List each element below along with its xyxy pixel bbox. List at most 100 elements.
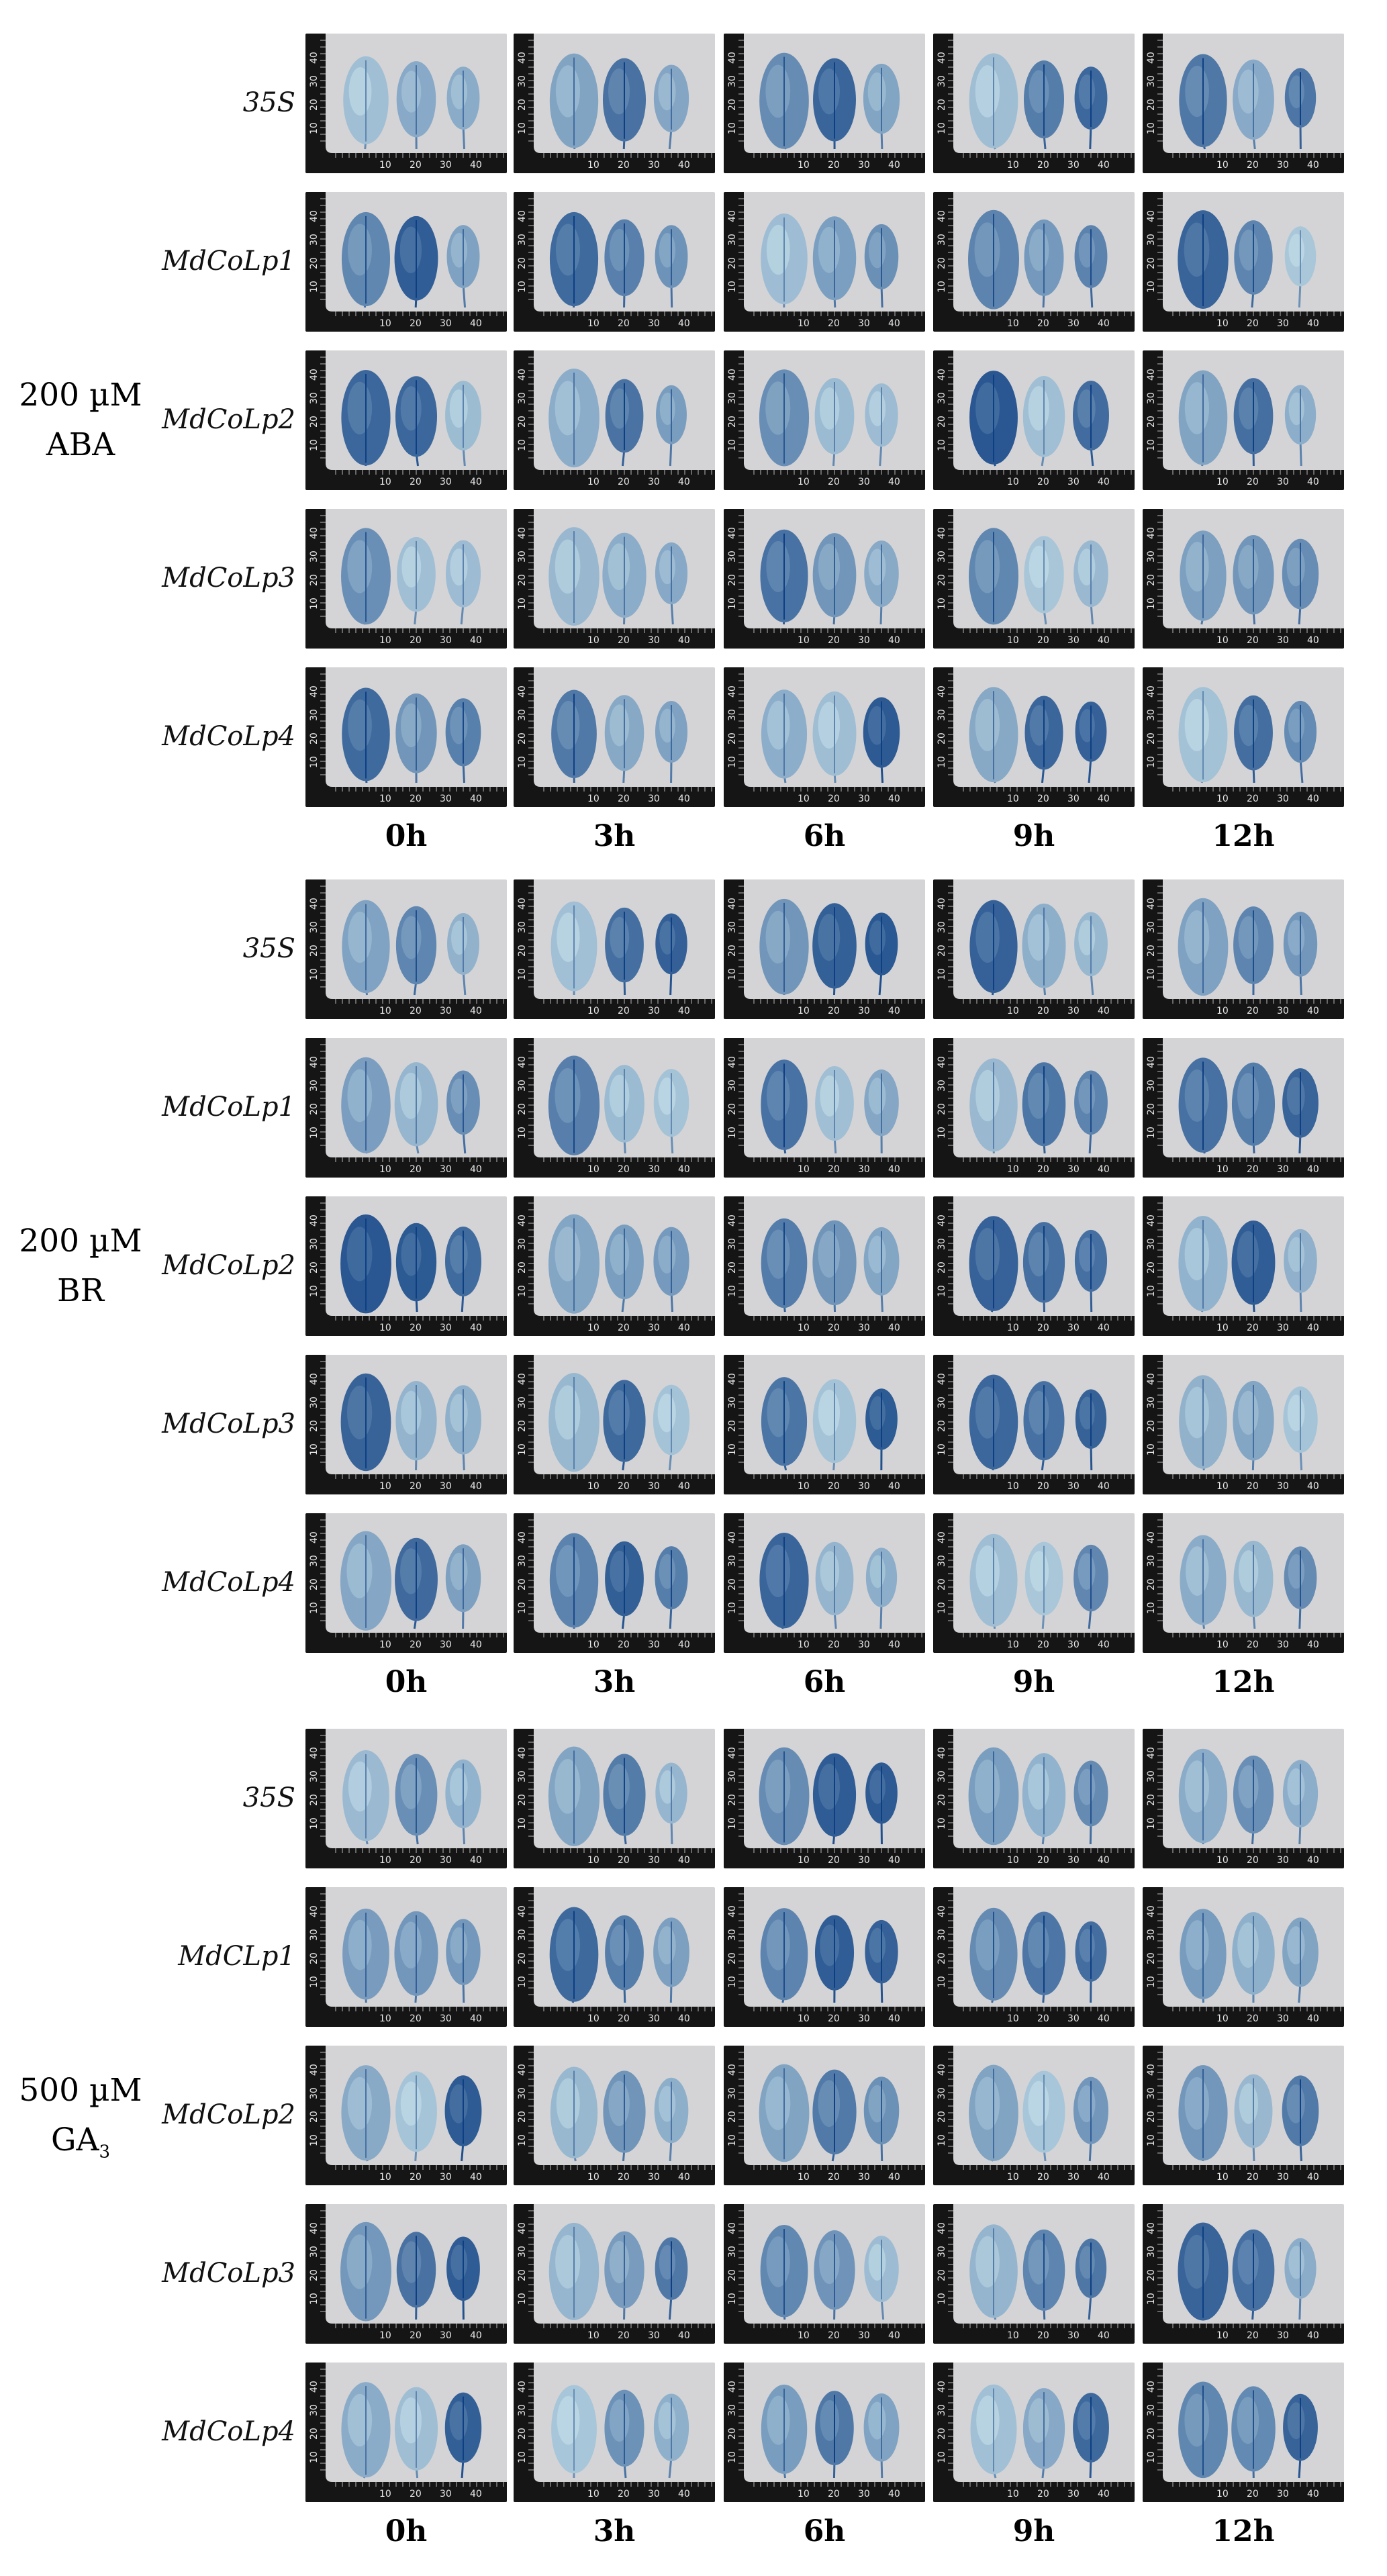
- ruler-tick-label: 40: [937, 2222, 947, 2234]
- leaf-icon: [655, 542, 688, 625]
- ruler-tick-label: 20: [828, 477, 840, 487]
- ruler-tick-label: 20: [517, 2269, 528, 2281]
- ruler-tick-label: 20: [937, 1952, 947, 1964]
- ruler-tick-label: 10: [379, 1639, 391, 1650]
- leaf-icon: [1178, 687, 1228, 783]
- leaf-icon: [602, 58, 647, 150]
- ruler-tick-label: 20: [618, 1323, 630, 1333]
- ruler-tick-label: 30: [648, 160, 660, 171]
- leaf-icon: [653, 1069, 689, 1154]
- ruler-tick-label: 40: [470, 2172, 482, 2183]
- ruler: [1143, 1887, 1344, 2027]
- ruler-tick-label: 40: [678, 160, 690, 171]
- leaf-panel-35s-0h: 10 20 30 40 10 20 30 40: [305, 879, 507, 1019]
- stained-leaves-photo: 10 20 30 40 10 20 30 40: [514, 350, 715, 490]
- ruler: [1143, 34, 1344, 173]
- stained-leaves-photo: 10 20 30 40 10 20 30 40: [1143, 350, 1344, 490]
- ruler-tick-label: 40: [678, 477, 690, 487]
- leaf-panel-mdcolp3-0h: 10 20 30 40 10 20 30 40: [305, 509, 507, 649]
- leaf-icon: [605, 907, 644, 996]
- ruler-tick-label: 40: [1098, 2172, 1110, 2183]
- ruler-tick-label: 40: [309, 52, 320, 64]
- leaf-icon: [396, 61, 436, 150]
- leaf-icon: [653, 1384, 690, 1471]
- leaf-panel-mdcolp3-3h: 10 20 30 40 10 20 30 40: [514, 2204, 715, 2344]
- leaf-panel-35s-3h: 10 20 30 40 10 20 30 40: [514, 34, 715, 173]
- leaf-icon: [548, 1746, 600, 1846]
- leaf-icon: [548, 527, 600, 626]
- stained-leaves-photo: 10 20 30 40 10 20 30 40: [1143, 509, 1344, 649]
- leaf-icon: [446, 225, 480, 308]
- ruler-tick-label: 40: [1098, 2013, 1110, 2024]
- ruler-tick-label: 10: [517, 968, 528, 980]
- leaf-icon: [1180, 1535, 1227, 1629]
- leaf-icon: [815, 2391, 854, 2479]
- ruler-tick-label: 10: [1146, 756, 1157, 768]
- ruler-tick-label: 30: [440, 477, 452, 487]
- leaf-icon: [604, 2389, 644, 2479]
- ruler-tick-label: 20: [1037, 1164, 1049, 1175]
- leaf-icon: [1178, 1216, 1228, 1313]
- ruler-tick-label: 10: [1146, 1285, 1157, 1297]
- leaf-icon: [341, 211, 391, 308]
- ruler-tick-label: 40: [517, 1747, 528, 1759]
- leaf-icon: [1233, 378, 1274, 467]
- ruler: [305, 509, 507, 649]
- ruler-tick-label: 10: [309, 1817, 320, 1829]
- ruler-tick-label: 40: [309, 685, 320, 698]
- ruler-tick-label: 10: [1146, 439, 1157, 451]
- ruler-tick-label: 10: [727, 1127, 738, 1139]
- ruler-tick-label: 10: [1216, 635, 1229, 646]
- ruler-tick-label: 40: [1307, 794, 1319, 804]
- leaf-panel-mdcolp2-12h: 10 20 30 40 10 20 30 40: [1143, 350, 1344, 490]
- leaf-icon: [1232, 2229, 1275, 2320]
- leaf-icon: [654, 2077, 689, 2162]
- leaf-panel-mdcolp2-0h: 10 20 30 40 10 20 30 40: [305, 1196, 507, 1336]
- ruler-tick-label: 40: [517, 1056, 528, 1068]
- leaf-icon: [548, 2222, 600, 2320]
- leaf-icon: [1075, 701, 1107, 783]
- ruler: [1143, 1729, 1344, 1868]
- ruler-tick-label: 10: [379, 1006, 391, 1016]
- ruler-tick-label: 40: [1098, 1855, 1110, 1866]
- leaf-icon: [969, 900, 1018, 996]
- ruler-tick-label: 20: [410, 318, 422, 329]
- ruler-tick-label: 30: [1146, 1238, 1157, 1250]
- ruler-tick-label: 40: [1146, 1531, 1157, 1543]
- ruler-tick-label: 40: [1146, 527, 1157, 539]
- ruler-tick-label: 20: [1146, 1578, 1157, 1590]
- leaf-icon: [1231, 2386, 1276, 2479]
- ruler-tick-label: 10: [1216, 2489, 1229, 2499]
- leaf-panel-mdclp1-6h: 10 20 30 40 10 20 30 40: [724, 1887, 925, 2027]
- ruler: [305, 2046, 507, 2185]
- leaf-icon: [395, 2071, 437, 2162]
- leaf-icon: [1073, 2393, 1109, 2479]
- leaf-icon: [395, 1223, 437, 1313]
- leaf-panel-35s-12h: 10 20 30 40 10 20 30 40: [1143, 34, 1344, 173]
- ruler-tick-label: 40: [1307, 1323, 1319, 1333]
- leaf-panel-mdcolp2-6h: 10 20 30 40 10 20 30 40: [724, 2046, 925, 2185]
- ruler-tick-label: 20: [828, 2330, 840, 2341]
- ruler: [933, 192, 1135, 332]
- leaf-icon: [1073, 540, 1108, 625]
- ruler-tick-label: 20: [1146, 99, 1157, 111]
- leaf-icon: [1284, 1546, 1317, 1629]
- ruler-tick-label: 10: [798, 2489, 810, 2499]
- construct-label: MdCoLp2: [162, 1250, 295, 1281]
- ruler-tick-label: 20: [1037, 1639, 1049, 1650]
- ruler: [724, 34, 925, 173]
- ruler-tick-label: 40: [937, 527, 947, 539]
- leaf-panel-35s-12h: 10 20 30 40 10 20 30 40: [1143, 1729, 1344, 1868]
- stained-leaves-photo: 10 20 30 40 10 20 30 40: [724, 2204, 925, 2344]
- leaf-icon: [342, 1908, 389, 2003]
- ruler-tick-label: 10: [379, 2013, 391, 2024]
- ruler-tick-label: 20: [828, 2489, 840, 2499]
- stained-leaves-photo: 10 20 30 40 10 20 30 40: [305, 2363, 507, 2502]
- ruler-tick-label: 30: [937, 1080, 947, 1092]
- leaf-icon: [1022, 1753, 1066, 1845]
- ruler-tick-label: 20: [1146, 1420, 1157, 1432]
- ruler-tick-label: 20: [1146, 1103, 1157, 1115]
- stained-leaves-photo: 10 20 30 40 10 20 30 40: [305, 667, 507, 807]
- ruler-tick-label: 10: [1007, 1323, 1019, 1333]
- ruler-tick-label: 30: [858, 1164, 870, 1175]
